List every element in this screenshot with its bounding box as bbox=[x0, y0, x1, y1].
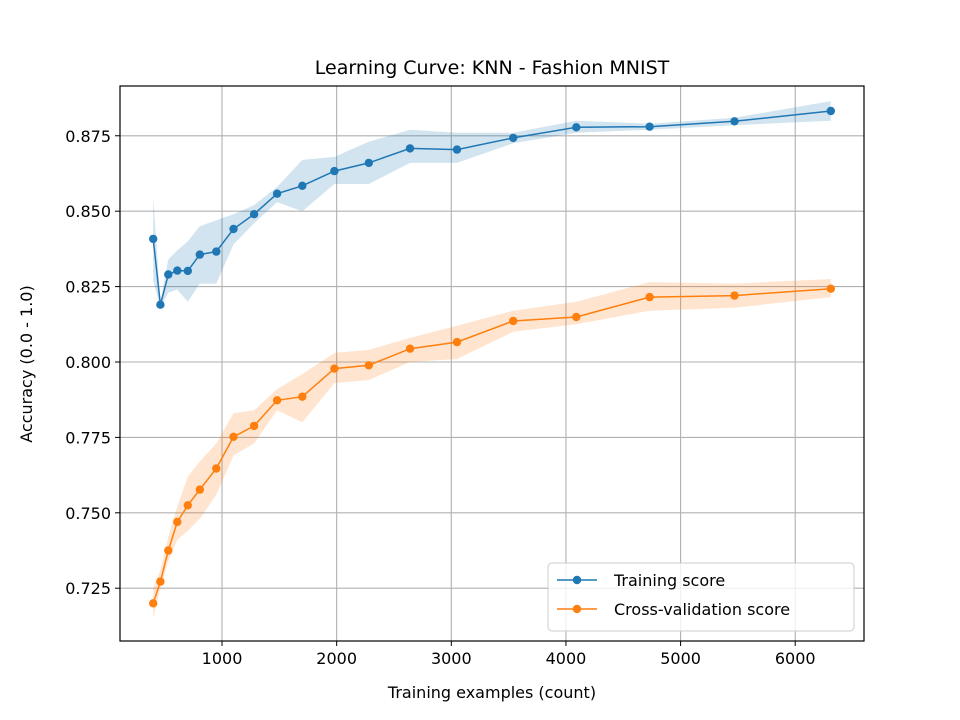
cross-validation-score-point bbox=[229, 432, 238, 441]
training-score-point bbox=[452, 145, 462, 154]
x-tick-label: 6000 bbox=[775, 649, 816, 668]
cross-validation-score-point bbox=[452, 337, 462, 347]
legend-cross-validation-swatch-marker bbox=[572, 604, 582, 614]
x-axis-label: Training examples (count) bbox=[387, 683, 596, 702]
training-score-point bbox=[229, 224, 238, 234]
training-score-point bbox=[149, 234, 158, 244]
cross-validation-score-point bbox=[730, 291, 739, 300]
y-tick-label: 0.850 bbox=[65, 202, 111, 221]
legend-training-label: Training score bbox=[613, 571, 725, 590]
y-tick-label: 0.725 bbox=[65, 579, 111, 598]
training-score-point bbox=[156, 300, 165, 309]
training-score-point bbox=[272, 189, 282, 198]
cross-validation-score-point bbox=[164, 546, 173, 555]
legend-box bbox=[547, 562, 855, 632]
cross-validation-score-point bbox=[212, 464, 221, 473]
cross-validation-score-point bbox=[272, 396, 282, 405]
y-tick-label: 0.825 bbox=[65, 278, 111, 297]
cross-validation-score-point bbox=[149, 599, 158, 608]
cross-validation-score-point bbox=[156, 577, 165, 586]
cross-validation-score-point bbox=[364, 361, 373, 370]
legend-training-swatch-marker bbox=[572, 575, 582, 585]
x-tick-label: 2000 bbox=[316, 649, 357, 668]
training-score-point bbox=[405, 144, 415, 153]
cross-validation-score-point bbox=[405, 344, 415, 353]
cross-validation-score-point bbox=[173, 517, 182, 527]
chart-title: Learning Curve: KNN - Fashion MNIST bbox=[315, 57, 670, 79]
training-score-point bbox=[826, 106, 835, 116]
training-score-point bbox=[509, 133, 518, 143]
training-score-point bbox=[173, 266, 182, 275]
x-tick-label: 4000 bbox=[546, 649, 587, 668]
cross-validation-score-point bbox=[572, 312, 581, 322]
plot-frame bbox=[119, 85, 865, 642]
y-tick-label: 0.800 bbox=[65, 353, 111, 372]
x-tick-label: 5000 bbox=[660, 649, 701, 668]
y-tick-label: 0.750 bbox=[65, 504, 111, 523]
legend: Training score Cross-validation score bbox=[547, 562, 855, 632]
cross-validation-score-point bbox=[249, 421, 259, 431]
y-axis-label: Accuracy (0.0 - 1.0) bbox=[17, 285, 36, 442]
cross-validation-score-point bbox=[298, 392, 307, 401]
y-tick-label: 0.775 bbox=[65, 428, 111, 447]
cross-validation-score-point bbox=[509, 316, 518, 326]
cross-validation-score-point bbox=[330, 364, 339, 373]
cross-validation-score-point bbox=[826, 284, 835, 293]
training-score-point bbox=[730, 117, 739, 126]
training-score-point bbox=[164, 270, 173, 279]
training-score-point bbox=[364, 158, 373, 168]
cross-validation-score-point bbox=[195, 485, 204, 494]
x-tick-label: 3000 bbox=[431, 649, 472, 668]
training-score-point bbox=[249, 210, 259, 219]
training-score-point bbox=[298, 181, 307, 190]
training-score-point bbox=[330, 166, 339, 176]
cross-validation-score-point bbox=[645, 292, 654, 302]
grid-layer bbox=[120, 86, 864, 641]
cross-validation-score-band bbox=[153, 279, 831, 619]
training-score-point bbox=[645, 122, 654, 131]
legend-cross-validation-label: Cross-validation score bbox=[614, 600, 790, 619]
point-layer bbox=[149, 106, 835, 608]
cross-validation-score-point bbox=[183, 501, 192, 510]
x-tick-label: 1000 bbox=[202, 649, 243, 668]
tick-layer: 1000 2000 3000 4000 5000 6000 0.725 0.750 0.775 0… bbox=[65, 127, 815, 668]
training-score-point bbox=[212, 247, 221, 256]
training-score-point bbox=[195, 250, 204, 259]
training-score-point bbox=[183, 266, 192, 276]
training-score-point bbox=[572, 123, 581, 132]
y-tick-label: 0.875 bbox=[65, 127, 111, 146]
